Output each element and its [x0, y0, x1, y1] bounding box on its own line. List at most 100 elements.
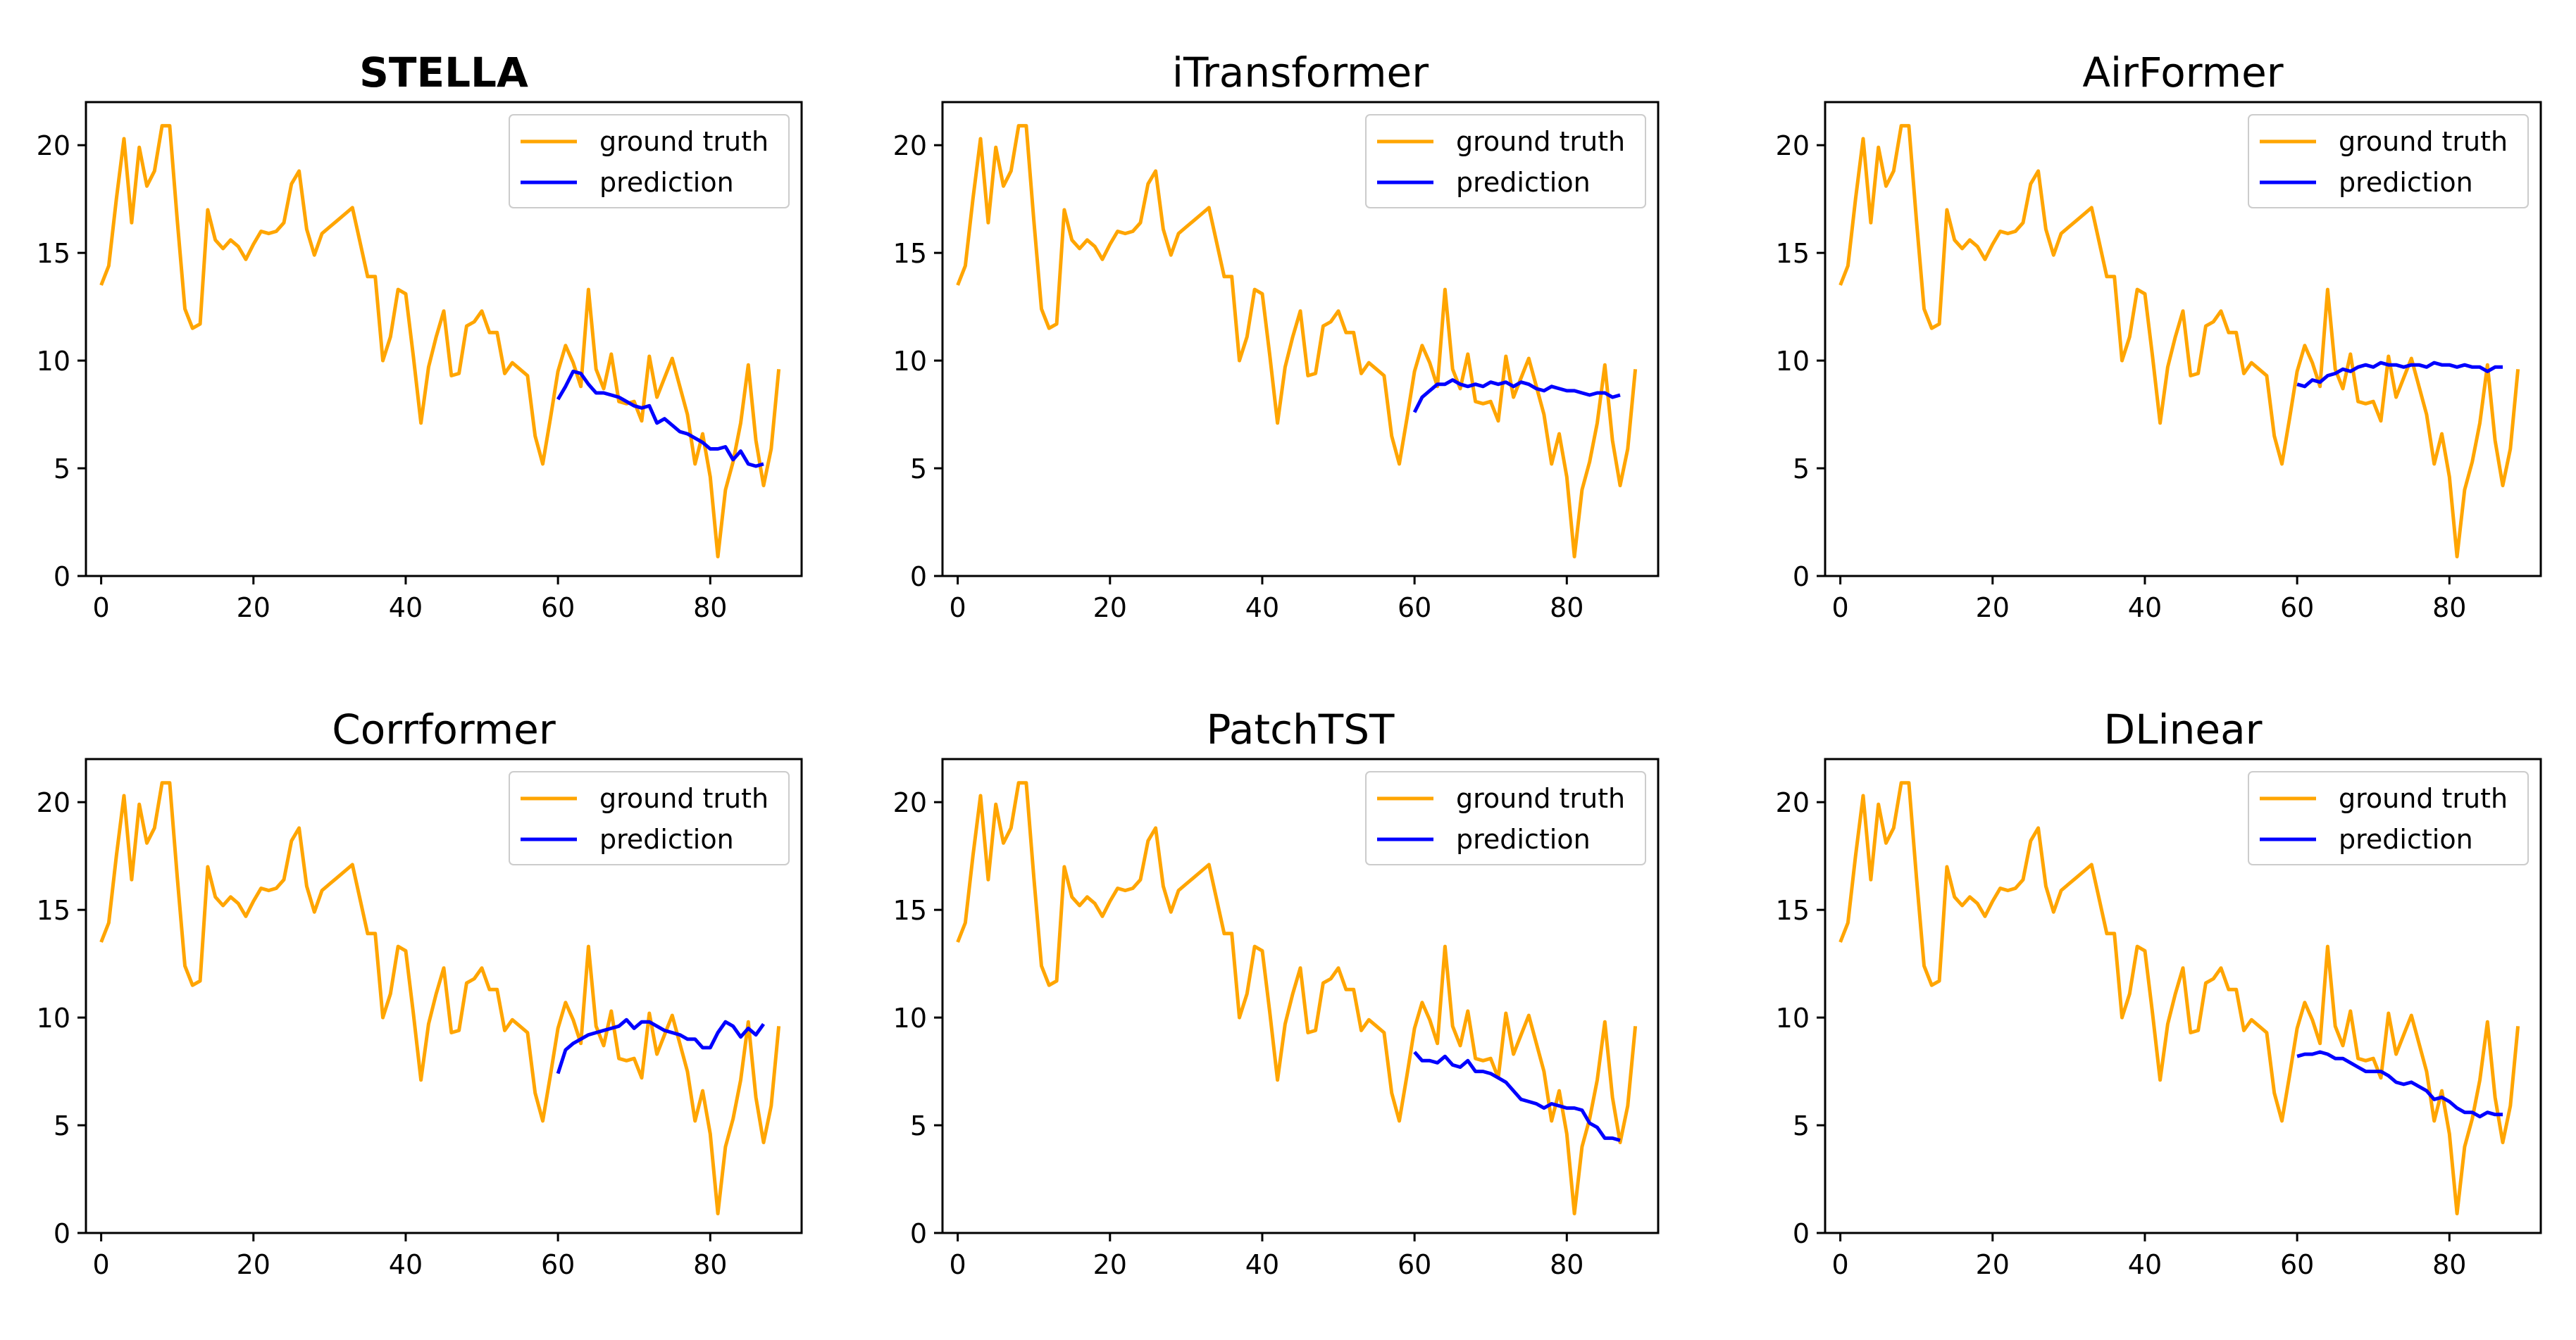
- x-tick-label: 40: [389, 1249, 423, 1280]
- axes-frame: [941, 101, 1660, 577]
- legend: ground truth prediction: [1365, 771, 1646, 865]
- x-tick-label: 60: [1398, 1249, 1431, 1280]
- chart-title: iTransformer: [1172, 49, 1429, 96]
- y-tick-label: 0: [910, 561, 927, 592]
- y-tick-label: 5: [1793, 453, 1810, 484]
- y-tick-label: 0: [54, 561, 70, 592]
- series-line-ground-truth: [1838, 124, 2520, 558]
- legend-label-prediction: prediction: [2339, 824, 2473, 855]
- y-tick-label: 15: [1776, 238, 1810, 269]
- y-tick-label: 0: [1793, 1218, 1810, 1249]
- chart-panel-patchtst: PatchTST 0 20 40 60 80 0 5 10 15 20 ground truth pre…: [893, 706, 1660, 1280]
- legend-label-ground-truth: ground truth: [1456, 783, 1625, 814]
- x-tick-label: 0: [950, 592, 966, 623]
- x-tick-label: 20: [1976, 1249, 2010, 1280]
- y-tick-label: 0: [910, 1218, 927, 1249]
- x-tick-label: 0: [950, 1249, 966, 1280]
- y-tick-label: 15: [893, 238, 927, 269]
- y-tick-label: 10: [37, 1003, 70, 1034]
- legend-box: [2248, 771, 2529, 865]
- series-line-prediction: [556, 1017, 766, 1075]
- y-tick-label: 10: [1776, 346, 1810, 377]
- y-tick-label: 5: [1793, 1110, 1810, 1141]
- legend-label-ground-truth: ground truth: [2339, 126, 2508, 157]
- chart-panel-stella: STELLA 0 20 40 60 80 0 5 10 15 20 ground truth predi…: [37, 49, 803, 623]
- x-tick-label: 80: [1550, 592, 1583, 623]
- axes-frame: [85, 758, 803, 1234]
- legend: ground truth prediction: [2248, 114, 2529, 208]
- x-tick-label: 40: [2128, 1249, 2162, 1280]
- y-tick-label: 20: [893, 130, 927, 161]
- x-tick-label: 0: [1832, 592, 1849, 623]
- y-tick-label: 20: [37, 130, 70, 161]
- legend-label-prediction: prediction: [599, 824, 734, 855]
- legend-label-prediction: prediction: [599, 167, 734, 198]
- y-tick-label: 15: [37, 895, 70, 926]
- chart-panel-dlinear: DLinear 0 20 40 60 80 0 5 10 15 20 ground truth pred…: [1776, 706, 2542, 1280]
- legend-label-prediction: prediction: [1456, 824, 1591, 855]
- legend: ground truth prediction: [509, 771, 790, 865]
- y-tick-label: 0: [54, 1218, 70, 1249]
- x-tick-label: 40: [1245, 1249, 1279, 1280]
- y-tick-label: 15: [893, 895, 927, 926]
- series-line-ground-truth: [956, 781, 1638, 1215]
- series-line-ground-truth: [99, 124, 781, 558]
- x-tick-label: 40: [389, 592, 423, 623]
- x-tick-label: 0: [93, 1249, 110, 1280]
- y-tick-label: 5: [54, 453, 70, 484]
- x-tick-label: 20: [1093, 1249, 1127, 1280]
- series-line-prediction: [1413, 1051, 1621, 1142]
- y-tick-label: 5: [910, 453, 927, 484]
- y-tick-label: 10: [893, 346, 927, 377]
- legend-box: [509, 771, 790, 865]
- legend-box: [509, 114, 790, 208]
- legend-label-prediction: prediction: [2339, 167, 2473, 198]
- x-tick-label: 40: [1245, 592, 1279, 623]
- chart-title: Corrformer: [332, 706, 556, 753]
- series-line-ground-truth: [1838, 781, 2520, 1215]
- x-tick-label: 60: [2280, 1249, 2314, 1280]
- chart-title: DLinear: [2104, 706, 2263, 753]
- chart-title: AirFormer: [2082, 49, 2283, 96]
- axes-frame: [1824, 101, 2542, 577]
- x-tick-label: 40: [2128, 592, 2162, 623]
- series-line-prediction: [2296, 361, 2503, 389]
- chart-panel-corrformer: Corrformer 0 20 40 60 80 0 5 10 15 20 ground truth p…: [37, 706, 803, 1280]
- y-tick-label: 10: [37, 346, 70, 377]
- x-tick-label: 60: [541, 592, 575, 623]
- legend-label-ground-truth: ground truth: [1456, 126, 1625, 157]
- x-tick-label: 20: [237, 592, 270, 623]
- x-tick-label: 20: [237, 1249, 270, 1280]
- x-tick-label: 20: [1093, 592, 1127, 623]
- y-tick-label: 5: [54, 1110, 70, 1141]
- y-tick-label: 20: [1776, 130, 1810, 161]
- chart-panel-airformer: AirFormer 0 20 40 60 80 0 5 10 15 20 ground truth pr…: [1776, 49, 2542, 623]
- y-tick-label: 10: [893, 1003, 927, 1034]
- y-tick-label: 15: [37, 238, 70, 269]
- x-tick-label: 60: [1398, 592, 1431, 623]
- y-tick-label: 20: [37, 787, 70, 818]
- chart-panel-itransformer: iTransformer 0 20 40 60 80 0 5 10 15 20 ground trut…: [893, 49, 1660, 623]
- legend-box: [1365, 114, 1646, 208]
- x-tick-label: 80: [2432, 592, 2466, 623]
- legend-label-ground-truth: ground truth: [599, 783, 769, 814]
- series-line-prediction: [1412, 378, 1621, 413]
- x-tick-label: 60: [2280, 592, 2314, 623]
- x-tick-label: 80: [693, 1249, 727, 1280]
- x-tick-label: 0: [93, 592, 110, 623]
- y-tick-label: 0: [1793, 561, 1810, 592]
- y-tick-label: 10: [1776, 1003, 1810, 1034]
- legend-label-ground-truth: ground truth: [599, 126, 769, 157]
- axes-frame: [941, 758, 1660, 1234]
- legend-box: [1365, 771, 1646, 865]
- legend: ground truth prediction: [509, 114, 790, 208]
- x-tick-label: 0: [1832, 1249, 1849, 1280]
- y-tick-label: 5: [910, 1110, 927, 1141]
- x-tick-label: 20: [1976, 592, 2010, 623]
- x-tick-label: 60: [541, 1249, 575, 1280]
- chart-title: STELLA: [359, 49, 528, 96]
- legend-label-ground-truth: ground truth: [2339, 783, 2508, 814]
- series-line-prediction: [2296, 1050, 2503, 1119]
